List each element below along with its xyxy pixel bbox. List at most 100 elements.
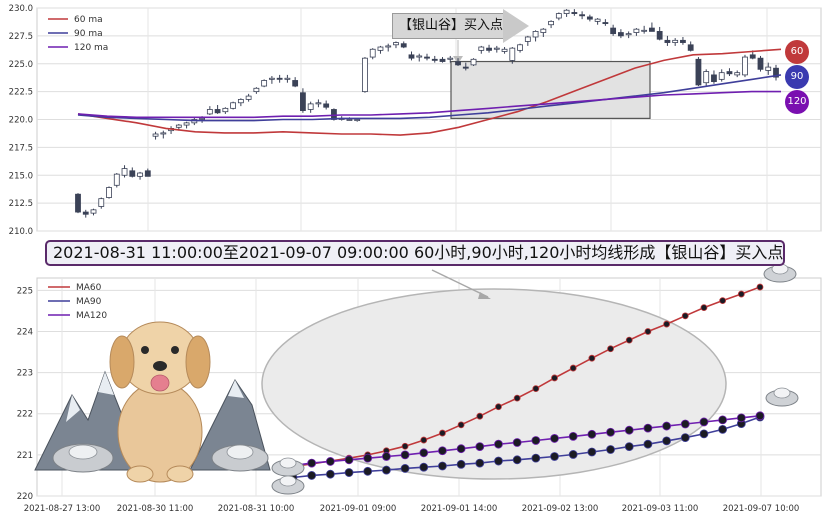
candle-body xyxy=(214,109,221,114)
candle-body xyxy=(292,80,299,87)
ma60-point xyxy=(513,394,521,402)
candle-body xyxy=(447,57,454,60)
top-y-tick-label: 230.0 xyxy=(9,4,33,14)
candle-body xyxy=(455,61,461,66)
bottom-y-tick-label: 221 xyxy=(17,451,33,461)
ma60-point xyxy=(644,328,652,335)
ma120-point xyxy=(662,421,671,431)
ma90-point xyxy=(494,456,503,466)
ma60-point xyxy=(756,283,764,291)
candle-body xyxy=(144,170,151,177)
candle-body xyxy=(625,33,632,36)
ma60-point xyxy=(551,374,558,382)
ma120-point xyxy=(606,427,615,437)
dog-paw xyxy=(166,465,194,483)
ma90-point xyxy=(344,468,354,477)
ma90-point xyxy=(456,459,466,469)
candle-body xyxy=(594,18,601,22)
ma90-point xyxy=(438,461,447,471)
candle-body xyxy=(90,209,97,214)
ma90-point xyxy=(531,453,541,463)
candle-body xyxy=(726,71,733,75)
candle-body xyxy=(501,48,508,52)
bottom-y-tick-label: 223 xyxy=(17,369,33,379)
candle-body xyxy=(284,77,291,80)
ma120-point xyxy=(680,419,690,429)
ma120-badge: 120 xyxy=(785,90,809,114)
ma60-point xyxy=(625,336,633,344)
top-ma90-line xyxy=(77,74,782,122)
ma90-point xyxy=(363,466,373,476)
candle-body xyxy=(540,28,547,33)
bottom-x-tick-label: 2021-09-07 10:00 xyxy=(723,504,800,514)
candle-body xyxy=(183,122,190,126)
candle-body xyxy=(470,58,477,66)
silver-ingot-icon xyxy=(279,457,297,469)
candle-body xyxy=(765,66,772,71)
ma60-point xyxy=(569,364,577,372)
ma90-point xyxy=(718,424,728,434)
candle-body xyxy=(424,56,430,59)
candle-body xyxy=(532,31,539,38)
candle-body xyxy=(206,109,213,115)
ellipse-pointer-line xyxy=(431,269,489,298)
candle-body xyxy=(385,45,392,48)
ma120-point xyxy=(381,452,391,461)
signal-banner: 2021-08-31 11:00:00至2021-09-07 09:00:00 … xyxy=(45,240,785,266)
candle-body xyxy=(354,119,361,122)
silver-ingot-icon xyxy=(279,475,297,487)
ma60-point xyxy=(737,290,745,298)
candle-body xyxy=(362,57,368,93)
ma60-point xyxy=(457,421,465,429)
ma120-point xyxy=(438,446,447,456)
candle-body xyxy=(742,56,748,76)
candle-body xyxy=(517,44,523,51)
dog-ear xyxy=(109,335,135,389)
candle-body xyxy=(610,27,617,35)
candle-body xyxy=(393,42,399,46)
candle-body xyxy=(175,124,182,128)
top-y-tick-label: 225.0 xyxy=(9,60,33,70)
dog-body xyxy=(117,381,203,483)
candle-body xyxy=(82,211,89,215)
ma120-point xyxy=(363,453,373,463)
candle-body xyxy=(237,99,244,104)
bottom-legend-label: MA60 xyxy=(76,283,102,293)
ma90-point xyxy=(475,458,485,468)
candle-body xyxy=(579,14,586,17)
top-y-tick-label: 217.5 xyxy=(9,143,33,153)
ma120-point xyxy=(699,417,709,427)
candle-body xyxy=(377,46,384,51)
candle-body xyxy=(253,87,260,93)
candle-body xyxy=(245,95,252,100)
candle-body xyxy=(757,57,764,70)
candle-body xyxy=(563,9,570,14)
ma120-point xyxy=(643,423,653,433)
bottom-y-tick-label: 225 xyxy=(17,286,33,296)
dog-nose xyxy=(153,361,167,371)
ma60-point xyxy=(663,320,670,328)
bottom-x-tick-label: 2021-08-30 11:00 xyxy=(117,504,194,514)
ma90-badge: 90 xyxy=(785,65,809,89)
ma90-point xyxy=(550,452,559,461)
bottom-legend-label: MA90 xyxy=(76,297,102,307)
bottom-x-tick-label: 2021-09-02 13:00 xyxy=(522,504,599,514)
candle-body xyxy=(664,39,671,43)
bottom-x-tick-label: 2021-08-27 13:00 xyxy=(24,504,101,514)
ma60-point xyxy=(588,354,596,362)
candle-body xyxy=(617,32,624,37)
top-y-tick-label: 215.0 xyxy=(9,171,33,181)
candle-body xyxy=(687,44,694,51)
ma60-point xyxy=(476,412,484,420)
ma60-badge: 60 xyxy=(785,40,809,64)
highlight-ellipse xyxy=(261,288,727,480)
buy-signal-label: 【银山谷】买入点 xyxy=(392,13,504,39)
top-ma120-line xyxy=(77,90,781,119)
candle-body xyxy=(152,133,159,137)
ma90-point xyxy=(699,429,709,439)
ma90-point xyxy=(381,465,391,475)
ma120-point xyxy=(568,431,578,441)
candle-body xyxy=(633,28,640,33)
candle-body xyxy=(408,54,415,59)
